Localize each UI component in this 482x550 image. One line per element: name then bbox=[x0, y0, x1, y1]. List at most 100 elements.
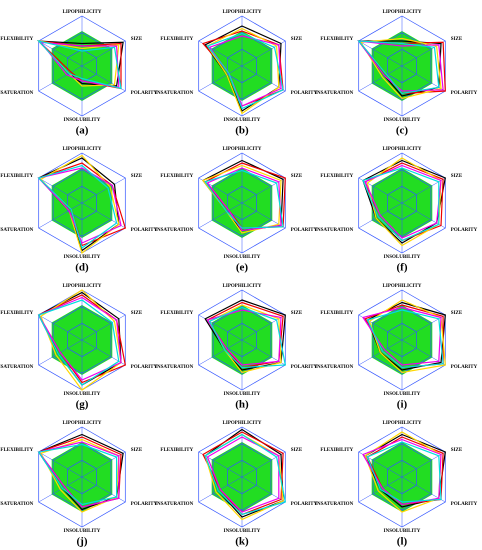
series-line bbox=[36, 39, 122, 90]
axis-label: INSATURATION bbox=[0, 502, 34, 507]
axis-label: FLEXIBILITY bbox=[160, 311, 193, 316]
axis-label: INSATURATION bbox=[0, 91, 34, 96]
axis-label: POLARITY bbox=[291, 91, 318, 96]
axis-label: POLARITY bbox=[131, 91, 158, 96]
spoke bbox=[198, 202, 243, 229]
series-line bbox=[206, 167, 282, 232]
axis-label: FLEXIBILITY bbox=[160, 448, 193, 453]
axis-label: POLARITY bbox=[131, 228, 158, 233]
panel-label: (c) bbox=[396, 125, 409, 137]
axis-label: INSOLUBILITY bbox=[224, 529, 261, 534]
spoke bbox=[38, 177, 83, 204]
series-line bbox=[366, 441, 442, 503]
axis-label: INSATURATION bbox=[155, 91, 194, 96]
axis-label: INSATURATION bbox=[155, 228, 194, 233]
axis-label: LIPOPHILICITY bbox=[63, 421, 102, 426]
spoke bbox=[198, 65, 243, 92]
axis-label: LIPOPHILICITY bbox=[63, 10, 102, 15]
series-line bbox=[206, 309, 282, 366]
spoke bbox=[38, 451, 83, 478]
spoke bbox=[358, 65, 403, 92]
axis-label: FLEXIBILITY bbox=[0, 311, 33, 316]
spoke bbox=[241, 65, 286, 92]
axis-label: POLARITY bbox=[451, 365, 478, 370]
axis-label: SIZE bbox=[451, 174, 463, 179]
axis-label: INSATURATION bbox=[315, 365, 354, 370]
axis-label: FLEXIBILITY bbox=[0, 448, 33, 453]
panel-label: (l) bbox=[397, 536, 408, 548]
axis-label: INSATURATION bbox=[315, 502, 354, 507]
spoke bbox=[81, 476, 126, 503]
spoke bbox=[81, 314, 126, 341]
axis-label: POLARITY bbox=[291, 365, 318, 370]
axis-label: LIPOPHILICITY bbox=[63, 284, 102, 289]
axis-label: SIZE bbox=[451, 37, 463, 42]
axis-label: SIZE bbox=[131, 174, 143, 179]
axis-label: FLEXIBILITY bbox=[320, 37, 353, 42]
axis-label: INSOLUBILITY bbox=[224, 118, 261, 123]
spoke bbox=[81, 339, 126, 366]
series-line bbox=[208, 306, 287, 369]
panel-label: (d) bbox=[75, 262, 89, 274]
series-line bbox=[204, 433, 286, 516]
axis-label: FLEXIBILITY bbox=[320, 174, 353, 179]
spoke bbox=[81, 177, 126, 204]
axis-label: INSOLUBILITY bbox=[64, 529, 101, 534]
series-line bbox=[206, 32, 284, 110]
panel-label: (i) bbox=[397, 399, 408, 411]
axis-label: LIPOPHILICITY bbox=[223, 284, 262, 289]
series-line bbox=[362, 438, 442, 506]
series-line bbox=[362, 306, 442, 366]
axis-label: FLEXIBILITY bbox=[320, 448, 353, 453]
axis-label: INSATURATION bbox=[0, 365, 34, 370]
axis-label: LIPOPHILICITY bbox=[223, 147, 262, 152]
axis-label: LIPOPHILICITY bbox=[223, 421, 262, 426]
series-line bbox=[357, 40, 440, 95]
axis-label: POLARITY bbox=[131, 365, 158, 370]
series-line bbox=[362, 167, 440, 242]
spoke bbox=[241, 476, 286, 503]
axis-label: INSOLUBILITY bbox=[224, 255, 261, 260]
axis-label: SIZE bbox=[291, 37, 303, 42]
axis-label: INSATURATION bbox=[155, 365, 194, 370]
panel-label: (e) bbox=[236, 262, 249, 274]
series-line bbox=[40, 289, 122, 391]
spoke bbox=[241, 451, 286, 478]
spoke bbox=[38, 65, 83, 92]
axis-label: POLARITY bbox=[451, 502, 478, 507]
axis-label: POLARITY bbox=[451, 228, 478, 233]
spoke bbox=[358, 40, 403, 67]
spoke bbox=[38, 40, 83, 67]
panel-label: (g) bbox=[76, 399, 89, 411]
panel-label: (a) bbox=[76, 125, 89, 137]
axis-label: FLEXIBILITY bbox=[0, 37, 33, 42]
series-line bbox=[37, 443, 118, 506]
panel-label: (f) bbox=[397, 262, 408, 274]
series-line bbox=[204, 169, 284, 229]
axis-label: SIZE bbox=[451, 311, 463, 316]
axis-label: SIZE bbox=[131, 448, 143, 453]
axis-label: POLARITY bbox=[291, 502, 318, 507]
axis-label: LIPOPHILICITY bbox=[383, 147, 422, 152]
series-line bbox=[204, 299, 286, 371]
spoke bbox=[241, 202, 286, 229]
axis-label: SIZE bbox=[291, 174, 303, 179]
panel-label: (j) bbox=[77, 536, 88, 548]
axis-label: INSATURATION bbox=[315, 91, 354, 96]
series-line bbox=[204, 25, 282, 112]
series-line bbox=[37, 299, 120, 386]
axis-label: POLARITY bbox=[451, 91, 478, 96]
axis-label: INSOLUBILITY bbox=[224, 392, 261, 397]
spoke bbox=[401, 202, 446, 229]
series-line bbox=[366, 309, 444, 369]
panel-label: (b) bbox=[235, 125, 249, 137]
axis-label: SIZE bbox=[131, 37, 143, 42]
axis-label: POLARITY bbox=[291, 228, 318, 233]
axis-label: SIZE bbox=[451, 448, 463, 453]
series-line bbox=[39, 41, 120, 89]
panel-label: (h) bbox=[235, 399, 249, 411]
axis-label: INSOLUBILITY bbox=[384, 118, 421, 123]
axis-label: INSATURATION bbox=[155, 502, 194, 507]
